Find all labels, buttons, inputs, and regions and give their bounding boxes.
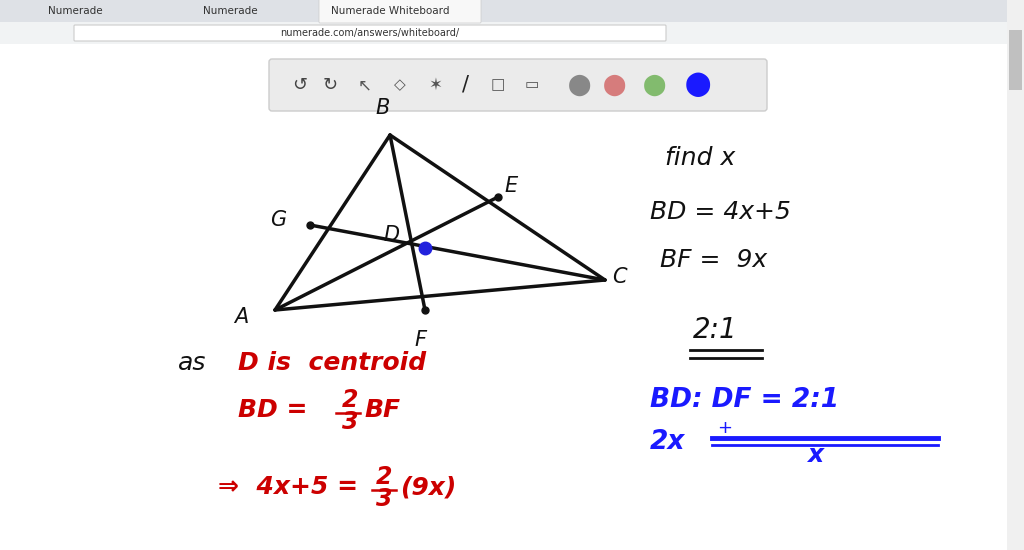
Text: D is  centroid: D is centroid [238, 351, 426, 375]
FancyBboxPatch shape [319, 0, 481, 23]
Text: G: G [270, 210, 286, 230]
Text: ↖: ↖ [358, 76, 372, 94]
Text: ⬤: ⬤ [568, 74, 592, 96]
Text: numerade.com/answers/whiteboard/: numerade.com/answers/whiteboard/ [281, 28, 460, 38]
Text: ◇: ◇ [394, 78, 406, 92]
Bar [0, 0, 1024, 22]
Text: A: A [233, 307, 248, 327]
Text: 2: 2 [376, 465, 392, 489]
Text: Numerade Whiteboard: Numerade Whiteboard [331, 6, 450, 16]
Text: ⬤: ⬤ [643, 74, 667, 96]
Text: as: as [178, 351, 207, 375]
Text: x: x [807, 443, 823, 467]
Text: BD = 4x+5: BD = 4x+5 [650, 200, 791, 224]
Text: ↺: ↺ [293, 76, 307, 94]
Text: BD =: BD = [238, 398, 307, 422]
Text: ↻: ↻ [323, 76, 338, 94]
Text: ⇒  4x+5 =: ⇒ 4x+5 = [218, 475, 358, 499]
Text: 3: 3 [376, 487, 392, 511]
Text: □: □ [490, 78, 505, 92]
Text: D: D [384, 225, 400, 245]
Text: BF: BF [364, 398, 400, 422]
Text: 3: 3 [342, 410, 358, 434]
Bar [0, 22, 1024, 44]
Text: 2:1: 2:1 [693, 316, 737, 344]
Text: +: + [718, 419, 732, 437]
Text: 2: 2 [342, 388, 358, 412]
Bar [1009, 30, 1022, 90]
Text: ⬤: ⬤ [603, 74, 627, 96]
Bar [1007, 0, 1024, 550]
Text: find x: find x [665, 146, 735, 170]
Text: ▭: ▭ [525, 78, 540, 92]
Text: Numerade: Numerade [203, 6, 257, 16]
Text: BD: DF = 2:1: BD: DF = 2:1 [650, 387, 839, 413]
Text: (9x): (9x) [400, 475, 457, 499]
Text: BF =  9x: BF = 9x [660, 248, 767, 272]
FancyBboxPatch shape [74, 25, 666, 41]
Text: ⬤: ⬤ [685, 73, 712, 97]
Text: E: E [504, 176, 517, 196]
Text: B: B [376, 98, 390, 118]
Text: /: / [463, 75, 469, 95]
Text: ✶: ✶ [428, 76, 442, 94]
Text: F: F [414, 330, 426, 350]
Text: 2x: 2x [650, 429, 685, 455]
FancyBboxPatch shape [269, 59, 767, 111]
Text: C: C [612, 267, 627, 287]
Text: Numerade: Numerade [48, 6, 102, 16]
